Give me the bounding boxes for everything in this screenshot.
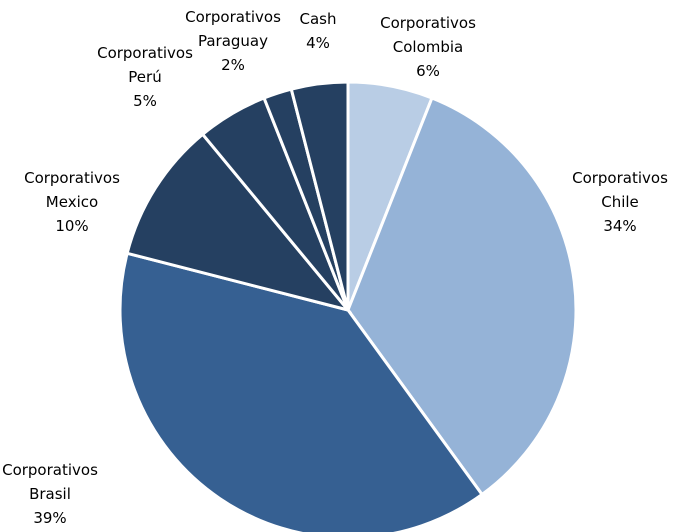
pie-slice [125, 132, 353, 313]
value-label: 5% [133, 92, 157, 110]
pie-slice [118, 251, 485, 532]
slice-label: Corporativos Chile 34% [572, 169, 668, 235]
slice-label: Cash 4% [300, 10, 337, 52]
category-label: Corporativos Chile [572, 169, 668, 211]
value-label: 2% [221, 56, 245, 74]
category-label: Corporativos Paraguay [185, 8, 281, 50]
category-label: Corporativos Mexico [24, 169, 120, 211]
value-label: 10% [55, 217, 88, 235]
value-label: 34% [603, 217, 636, 235]
pie-slice [346, 96, 578, 497]
value-label: 4% [306, 34, 330, 52]
category-label: Corporativos Perú [97, 44, 193, 86]
pie-slice [289, 80, 350, 311]
slice-label: Corporativos Brasil 39% [2, 461, 98, 527]
category-label: Corporativos Colombia [380, 14, 476, 56]
slice-label: Corporativos Perú 5% [97, 44, 193, 110]
value-label: 6% [416, 62, 440, 80]
slice-label: Corporativos Colombia 6% [380, 14, 476, 80]
category-label: Corporativos Brasil [2, 461, 98, 503]
slice-label: Corporativos Paraguay 2% [185, 8, 281, 74]
value-label: 39% [33, 509, 66, 527]
slice-label: Corporativos Mexico 10% [24, 169, 120, 235]
category-label: Cash [300, 10, 337, 28]
